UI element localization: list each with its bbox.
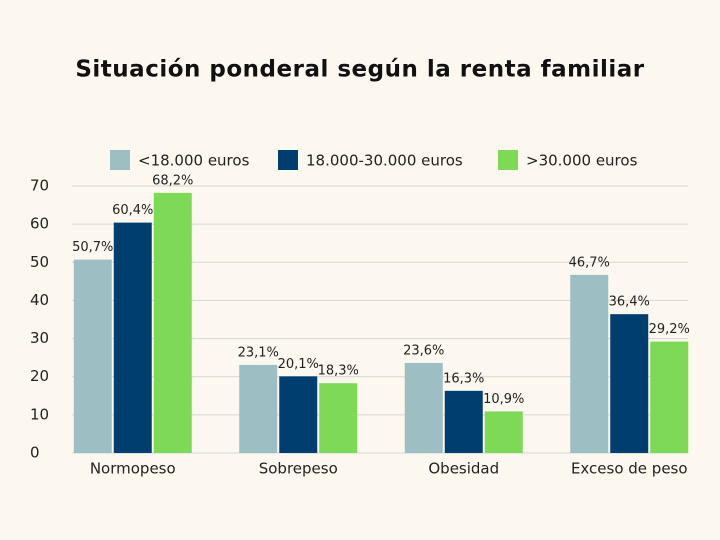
bar	[404, 362, 443, 453]
value-label: 20,1%	[278, 357, 319, 372]
bar	[444, 390, 483, 453]
y-tick-label: 40	[30, 291, 49, 309]
x-tick-label: Exceso de peso	[571, 460, 688, 478]
value-label: 16,3%	[443, 371, 484, 386]
value-label: 60,4%	[112, 203, 153, 218]
legend-label: <18.000 euros	[138, 152, 250, 170]
value-label: 36,4%	[609, 295, 650, 310]
legend-swatch	[278, 150, 298, 170]
value-label: 23,6%	[403, 343, 444, 358]
value-label: 46,7%	[569, 255, 610, 270]
x-tick-label: Normopeso	[90, 460, 176, 478]
value-label: 50,7%	[72, 240, 113, 255]
bar	[73, 259, 112, 453]
y-tick-label: 30	[30, 329, 49, 347]
x-tick-label: Obesidad	[428, 460, 499, 478]
x-tick-label: Sobrepeso	[259, 460, 338, 478]
chart-title: Situación ponderal según la renta famili…	[75, 57, 644, 83]
bar	[484, 411, 523, 453]
bar	[319, 383, 358, 453]
bar	[650, 341, 689, 453]
value-label: 68,2%	[152, 173, 193, 188]
y-tick-label: 50	[30, 253, 49, 271]
legend-swatch	[498, 150, 518, 170]
legend-swatch	[110, 150, 130, 170]
legend-label: 18.000-30.000 euros	[306, 152, 463, 170]
bar	[610, 314, 649, 453]
value-label: 18,3%	[318, 364, 359, 379]
bar	[570, 274, 609, 453]
bar	[153, 192, 192, 453]
y-tick-label: 0	[30, 444, 40, 462]
value-label: 10,9%	[483, 392, 524, 407]
bar	[113, 222, 152, 453]
y-tick-label: 60	[30, 215, 49, 233]
value-label: 23,1%	[238, 345, 279, 360]
value-label: 29,2%	[649, 322, 690, 337]
y-tick-label: 70	[30, 177, 49, 195]
bar	[279, 376, 318, 453]
y-tick-label: 20	[30, 367, 49, 385]
y-tick-label: 10	[30, 405, 49, 423]
bar	[239, 364, 278, 453]
legend-label: >30.000 euros	[526, 152, 638, 170]
